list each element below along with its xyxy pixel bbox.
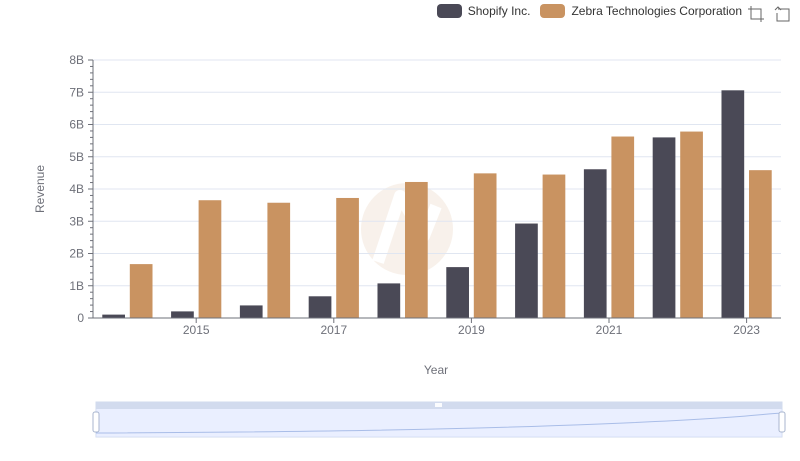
bar-zebra-2022[interactable]	[680, 131, 703, 318]
y-tick-label: 5B	[69, 150, 84, 164]
y-tick-label: 6B	[69, 118, 84, 132]
bar-shopify-2018[interactable]	[377, 283, 401, 318]
bar-zebra-2018[interactable]	[405, 181, 428, 318]
y-tick-label: 8B	[69, 53, 84, 67]
y-tick-label: 7B	[69, 85, 84, 99]
y-tick-label: 0	[77, 311, 84, 325]
x-tick-label: 2023	[733, 323, 760, 337]
x-tick-label: 2017	[320, 323, 347, 337]
bars	[102, 90, 772, 318]
bar-shopify-2017[interactable]	[308, 296, 332, 318]
x-tick-label: 2019	[458, 323, 485, 337]
bar-shopify-2022[interactable]	[652, 137, 676, 318]
legend-item-shopify[interactable]: Shopify Inc.	[436, 4, 531, 18]
bar-zebra-2021[interactable]	[611, 136, 635, 318]
bar-zebra-2016[interactable]	[267, 202, 291, 318]
zoom-reset-icon[interactable]	[774, 6, 790, 22]
slider-data-shadow	[95, 412, 783, 434]
bar-zebra-2019[interactable]	[473, 173, 497, 318]
slider-grip[interactable]	[435, 403, 442, 407]
legend-swatch-shopify	[436, 4, 462, 18]
bar-shopify-2019[interactable]	[446, 267, 469, 318]
bar-zebra-2023[interactable]	[749, 170, 772, 318]
legend-item-zebra[interactable]: Zebra Technologies Corporation	[540, 4, 742, 18]
legend-label-shopify: Shopify Inc.	[467, 4, 531, 18]
x-tick-label: 2021	[596, 323, 623, 337]
x-axis-title: Year	[424, 363, 448, 377]
slider-handle-left[interactable]	[92, 411, 100, 433]
chart-toolbox	[748, 6, 790, 22]
y-tick-label: 1B	[69, 279, 84, 293]
bar-zebra-2020[interactable]	[542, 174, 566, 318]
zoom-select-icon[interactable]	[748, 6, 764, 22]
bar-zebra-2015[interactable]	[198, 200, 222, 318]
bar-zebra-2014[interactable]	[129, 264, 153, 318]
y-tick-label: 3B	[69, 214, 84, 228]
bar-shopify-2023[interactable]	[721, 90, 745, 318]
axes: 0 1B 2B 3B 4B 5B 6B 7B 8B 2015 2017 2019 2021 2023	[69, 53, 781, 337]
legend-swatch-zebra	[540, 4, 566, 18]
slider-handle-right[interactable]	[778, 411, 786, 433]
data-zoom-slider[interactable]	[92, 401, 786, 438]
bar-zebra-2017[interactable]	[336, 197, 359, 318]
bar-shopify-2014[interactable]	[102, 314, 125, 318]
legend-label-zebra: Zebra Technologies Corporation	[571, 4, 742, 18]
bar-shopify-2016[interactable]	[239, 305, 263, 318]
y-axis-title: Revenue	[33, 165, 47, 213]
bar-shopify-2020[interactable]	[515, 223, 538, 318]
bar-shopify-2015[interactable]	[171, 311, 194, 318]
x-tick-label: 2015	[183, 323, 210, 337]
bar-shopify-2021[interactable]	[583, 169, 607, 318]
y-tick-label: 4B	[69, 182, 84, 196]
chart-legend: Shopify Inc. Zebra Technologies Corporat…	[436, 4, 742, 18]
y-tick-label: 2B	[69, 247, 84, 261]
